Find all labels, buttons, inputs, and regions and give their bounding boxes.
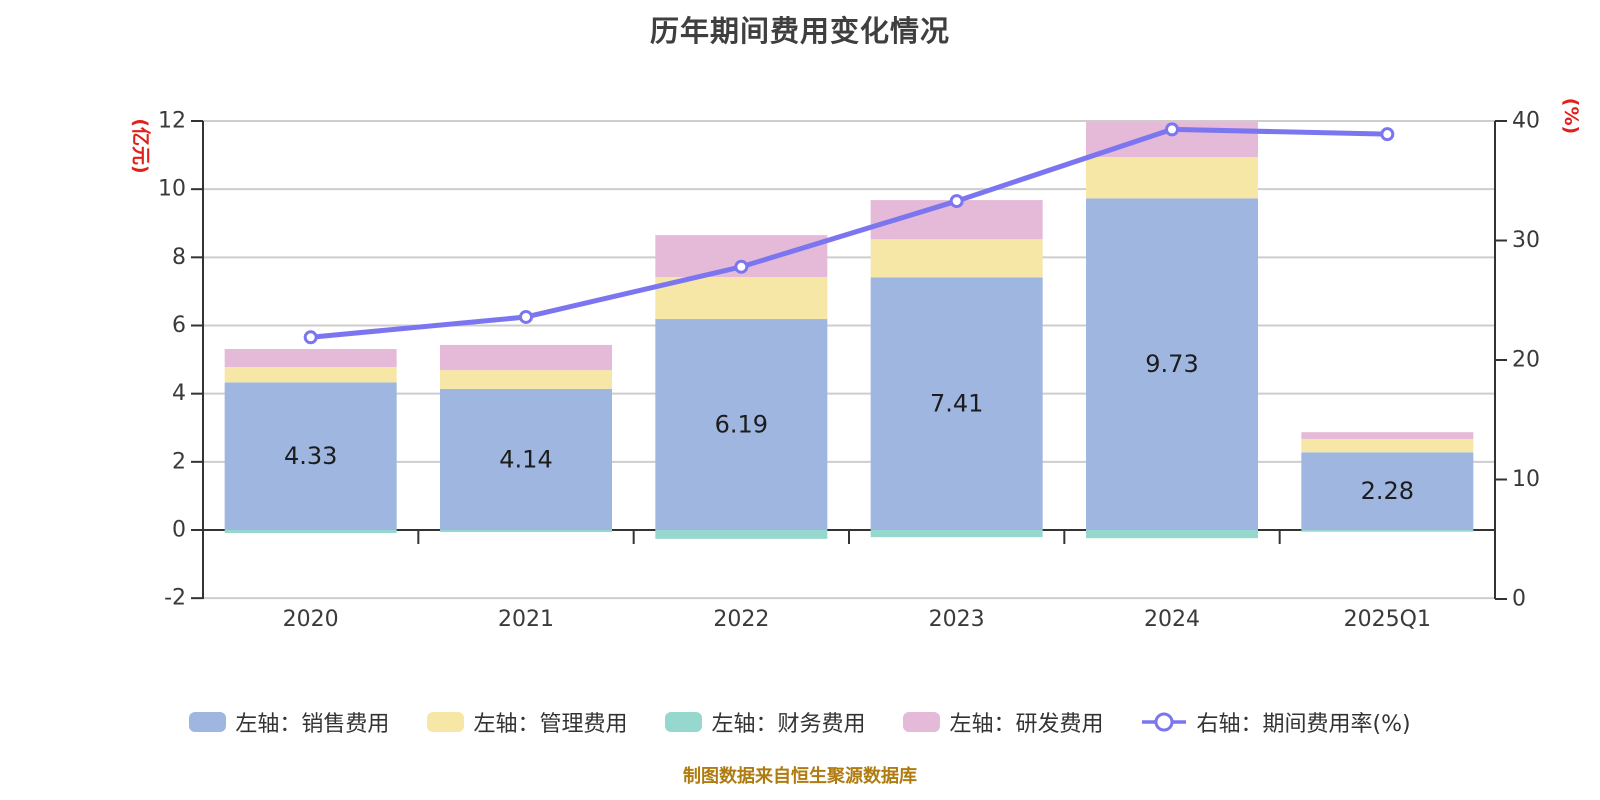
legend-swatch-icon	[903, 712, 941, 732]
bar-value-label: 6.19	[715, 411, 768, 439]
legend-item[interactable]: 左轴：财务费用	[665, 706, 865, 738]
legend-item[interactable]: 右轴：期间费用率(%)	[1141, 706, 1411, 738]
bar-segment-2020	[224, 382, 397, 530]
y-axis-label-right: 30	[1512, 228, 1540, 253]
y-axis-label-left: 2	[172, 449, 186, 474]
rate-line	[308, 126, 1390, 340]
rate-line-marker	[519, 309, 533, 324]
legend-line-marker-icon	[1142, 712, 1187, 732]
bar-segment-2025Q1	[1301, 530, 1474, 532]
legend-label: 右轴：期间费用率(%)	[1196, 712, 1411, 737]
y-axis-label-left: 12	[158, 109, 186, 134]
x-axis-label: 2024	[1144, 607, 1200, 632]
legend-item[interactable]: 左轴：管理费用	[427, 706, 627, 738]
bar-value-label: 4.33	[284, 442, 337, 470]
y-axis-label-left: 8	[172, 245, 186, 270]
bar-segment-2023	[870, 277, 1043, 530]
bar-segment-2020	[224, 367, 397, 383]
bar-segment-2020	[224, 530, 397, 534]
bar-value-label: 2.28	[1361, 477, 1414, 505]
bar-segment-2021	[440, 344, 612, 371]
bar-segment-2024	[1086, 157, 1258, 199]
legend-label: 左轴：研发费用	[949, 712, 1104, 737]
x-axis-label: 2025Q1	[1344, 607, 1431, 632]
bar-value-label: 4.14	[499, 445, 552, 473]
bar-segment-2023	[870, 239, 1043, 278]
y-axis-label-right: 10	[1512, 467, 1540, 492]
legend-item[interactable]: 左轴：销售费用	[189, 706, 389, 738]
rate-line-marker	[734, 259, 749, 274]
legend-label: 左轴：管理费用	[473, 712, 628, 737]
rate-line-marker	[303, 330, 318, 345]
y-axis-label-left: -2	[164, 586, 186, 611]
legend-swatch-icon	[189, 712, 227, 732]
y-axis-label-left: 4	[172, 381, 186, 406]
bar-segment-2025Q1	[1301, 432, 1474, 439]
rate-line-marker	[1380, 127, 1395, 142]
rate-line-marker	[949, 194, 964, 209]
bar-segment-2022	[655, 530, 828, 539]
bar-segment-2025Q1	[1301, 452, 1474, 530]
legend-swatch-icon	[427, 712, 465, 732]
legend-swatch-icon	[665, 712, 703, 732]
bar-segment-2020	[224, 349, 397, 368]
x-axis-label: 2022	[713, 607, 769, 632]
y-axis-label-left: 0	[172, 518, 186, 543]
legend-item[interactable]: 左轴：研发费用	[903, 706, 1103, 738]
y-axis-label-left: 10	[158, 177, 186, 202]
y-axis-label-right: 0	[1512, 587, 1526, 612]
y-axis-label-right: 40	[1512, 109, 1540, 134]
bar-segment-2024	[1086, 198, 1258, 530]
rate-line-marker	[1165, 122, 1179, 137]
x-axis-label: 2021	[498, 607, 554, 632]
y-axis-label-right: 20	[1512, 348, 1540, 373]
bar-segment-2024	[1086, 530, 1258, 539]
chart-legend: 左轴：销售费用 左轴：管理费用 左轴：财务费用 左轴：研发费用 右轴：期间费用率(%)	[0, 706, 1600, 738]
bar-segment-2022	[655, 319, 828, 530]
x-axis-label: 2020	[283, 607, 339, 632]
bar-segment-2021	[440, 530, 612, 533]
x-axis-label: 2023	[929, 607, 985, 632]
bar-value-label: 9.73	[1145, 350, 1198, 378]
legend-label: 左轴：财务费用	[711, 712, 866, 737]
y-axis-label-left: 6	[172, 313, 186, 338]
legend-label: 左轴：销售费用	[235, 712, 390, 737]
bar-segment-2025Q1	[1301, 438, 1474, 453]
bar-segment-2021	[440, 370, 612, 389]
chart-title: 历年期间费用变化情况	[649, 14, 950, 48]
bar-segment-2021	[440, 388, 612, 530]
bar-segment-2022	[655, 277, 828, 320]
data-source-note: 制图数据来自恒生聚源数据库	[683, 766, 917, 787]
bar-value-label: 7.41	[930, 390, 983, 418]
bar-segment-2023	[870, 530, 1043, 538]
